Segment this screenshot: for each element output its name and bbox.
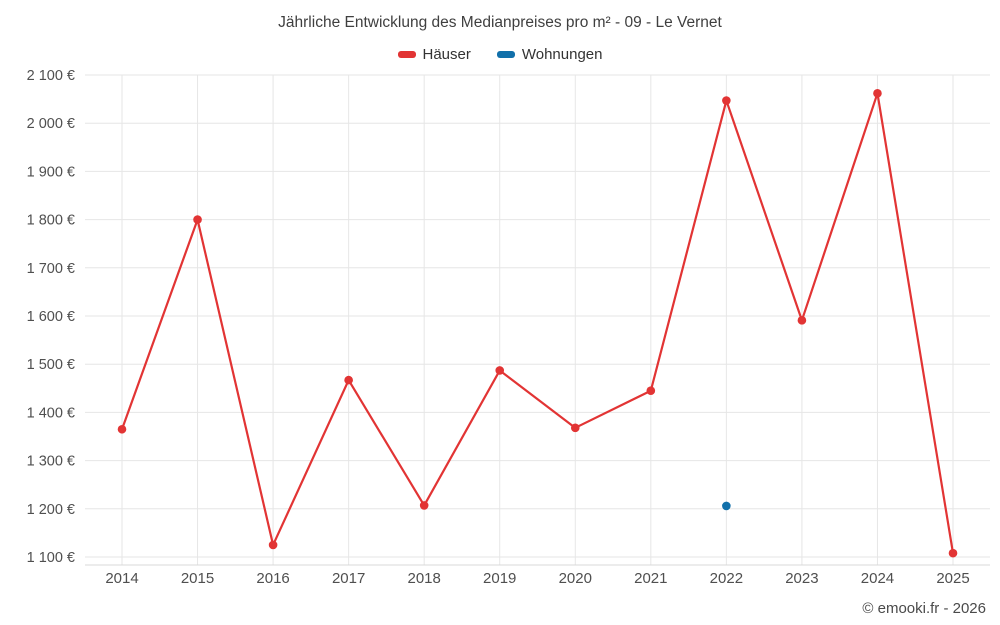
x-tick-label: 2016: [256, 570, 289, 587]
data-point-0[interactable]: [646, 386, 656, 396]
data-point-0[interactable]: [117, 424, 127, 434]
data-point-0[interactable]: [495, 366, 505, 375]
chart-title: Jährliche Entwicklung des Medianpreises …: [278, 14, 722, 31]
x-tick-label: 2021: [634, 570, 667, 587]
copyright: © emooki.fr - 2026: [862, 600, 986, 617]
y-tick-label: 1 900 €: [27, 164, 75, 180]
data-point-1[interactable]: [722, 501, 731, 511]
legend-swatch-icon: [496, 51, 515, 58]
x-tick-label: 2024: [861, 570, 894, 587]
y-tick-label: 2 100 €: [27, 68, 75, 84]
data-point-0[interactable]: [873, 89, 882, 98]
x-tick-label: 2017: [332, 570, 365, 587]
data-point-0[interactable]: [419, 501, 429, 510]
x-tick-label: 2019: [483, 570, 516, 587]
legend-swatch-icon: [397, 51, 416, 58]
data-point-0[interactable]: [570, 423, 580, 433]
data-point-0[interactable]: [722, 96, 731, 105]
x-tick-label: 2018: [407, 570, 440, 587]
y-tick-label: 2 000 €: [27, 116, 75, 132]
legend-item-1[interactable]: Wohnungen: [496, 46, 603, 63]
data-point-0[interactable]: [948, 548, 958, 558]
y-tick-label: 1 200 €: [27, 502, 75, 518]
series-line-0: [120, 92, 955, 555]
y-tick-label: 1 600 €: [27, 309, 75, 325]
legend-label: Wohnungen: [521, 46, 603, 63]
data-point-0[interactable]: [344, 375, 353, 385]
data-point-0[interactable]: [193, 215, 202, 224]
legend: Häuser Wohnungen: [0, 46, 1000, 63]
x-tick-label: 2025: [936, 570, 969, 587]
x-tick-label: 2020: [559, 570, 592, 587]
y-tick-label: 1 100 €: [27, 550, 75, 566]
data-point-0[interactable]: [797, 316, 807, 325]
legend-item-0[interactable]: Häuser: [397, 46, 471, 63]
legend-label: Häuser: [422, 46, 471, 63]
y-tick-label: 1 800 €: [27, 213, 75, 229]
x-tick-label: 2022: [710, 570, 743, 587]
x-tick-label: 2014: [105, 570, 138, 587]
y-tick-label: 1 400 €: [27, 405, 75, 421]
x-tick-label: 2015: [181, 570, 214, 587]
x-tick-label: 2023: [785, 570, 818, 587]
y-tick-label: 1 700 €: [27, 261, 75, 277]
data-point-0[interactable]: [268, 540, 278, 550]
y-tick-label: 1 500 €: [27, 357, 75, 373]
y-tick-label: 1 300 €: [27, 454, 75, 470]
